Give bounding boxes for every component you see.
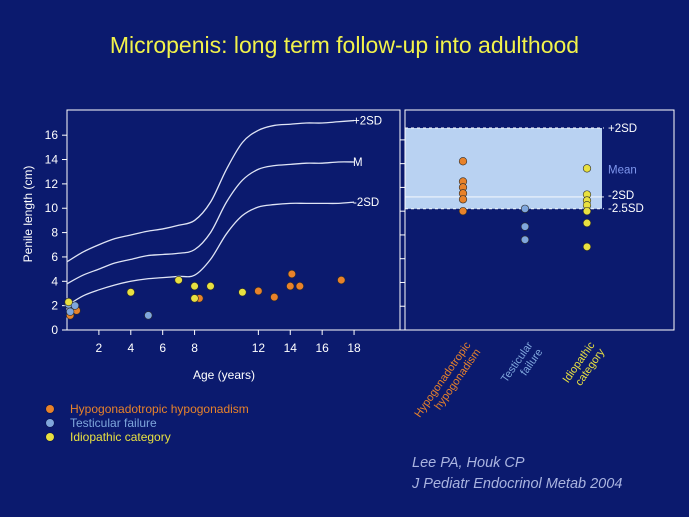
data-point-idiopathic xyxy=(174,275,183,285)
legend-marker-blue xyxy=(46,419,54,427)
legend-marker-orange xyxy=(46,405,54,413)
legend-label: Hypogonadotropic hypogonadism xyxy=(70,402,249,416)
data-point-hypogonadotropic xyxy=(286,282,295,291)
slide-title: Micropenis: long term follow-up into adu… xyxy=(109,32,580,58)
x-tick-label: 2 xyxy=(96,341,103,355)
x-tick-label: 4 xyxy=(127,341,134,355)
y-tick-label: 6 xyxy=(51,250,58,264)
reference-line-label: -2SD xyxy=(608,190,634,202)
data-point-idiopathic xyxy=(190,294,199,303)
data-point-idiopathic xyxy=(238,288,247,297)
x-tick-label: 12 xyxy=(252,341,266,355)
legend: Hypogonadotropic hypogonadism Testicular… xyxy=(46,402,249,444)
data-point-hypogonadotropic xyxy=(295,282,304,291)
y-tick-label: 10 xyxy=(45,201,59,215)
curve-label: +2SD xyxy=(353,116,382,128)
y-tick-label: 14 xyxy=(45,153,59,167)
citation-authors: Lee PA, Houk CP xyxy=(412,455,525,471)
normal-range-band xyxy=(405,128,602,209)
x-tick-label: 6 xyxy=(159,341,166,355)
data-point-testicular xyxy=(144,311,153,320)
curve-label: -2SD xyxy=(353,197,379,209)
data-point-hypogonadotropic xyxy=(287,269,296,279)
y-tick-label: 2 xyxy=(51,299,58,313)
reference-line-label: +2SD xyxy=(608,123,637,135)
data-point-testicular xyxy=(70,301,80,310)
y-tick-label: 8 xyxy=(51,226,58,240)
data-point-testicular xyxy=(520,222,530,231)
y-tick-label: 12 xyxy=(45,177,59,191)
reference-curve xyxy=(66,201,355,307)
legend-label: Idiopathic category xyxy=(70,430,171,444)
citation: Lee PA, Houk CP J Pediatr Endocrinol Met… xyxy=(412,453,622,495)
y-tick-label: 16 xyxy=(45,128,59,142)
x-tick-label: 8 xyxy=(191,341,198,355)
data-point-hypogonadotropic xyxy=(337,275,346,285)
data-point-hypogonadotropic xyxy=(458,157,468,166)
y-tick-label: 4 xyxy=(51,274,58,288)
data-point-hypogonadotropic xyxy=(270,293,279,302)
reference-line-label: -2.5SD xyxy=(608,203,644,215)
data-point-idiopathic xyxy=(582,207,592,216)
data-point-testicular xyxy=(66,307,75,316)
data-point-testicular xyxy=(520,204,530,213)
citation-journal: J Pediatr Endocrinol Metab 2004 xyxy=(412,476,623,492)
x-tick-label: 16 xyxy=(315,341,329,355)
legend-label: Testicular failure xyxy=(70,416,157,430)
legend-marker-yellow xyxy=(46,433,54,441)
reference-curve xyxy=(66,119,355,263)
legend-item-hypogonadotropic: Hypogonadotropic hypogonadism xyxy=(46,402,249,416)
legend-item-testicular: Testicular failure xyxy=(46,416,249,430)
left-plot-frame xyxy=(66,109,401,331)
right-plot-frame xyxy=(404,109,675,331)
reference-curve xyxy=(66,161,355,285)
reference-line-label: Mean xyxy=(608,164,637,176)
data-point-hypogonadotropic xyxy=(458,195,468,204)
data-point-idiopathic xyxy=(126,288,135,297)
data-point-hypogonadotropic xyxy=(254,286,263,296)
x-axis-label: Age (years) xyxy=(193,368,255,382)
curve-label: M xyxy=(353,157,363,169)
data-point-hypogonadotropic xyxy=(458,207,468,216)
data-point-idiopathic xyxy=(206,282,215,291)
data-point-idiopathic xyxy=(582,164,592,173)
data-point-idiopathic xyxy=(64,297,73,307)
x-tick-label: 18 xyxy=(347,341,361,355)
data-point-testicular xyxy=(520,235,530,244)
data-point-idiopathic xyxy=(190,282,199,291)
category-label: Hypogonadotropichypogonadism xyxy=(412,339,483,426)
legend-item-idiopathic: Idiopathic category xyxy=(46,430,249,444)
y-tick-label: 0 xyxy=(51,323,58,337)
y-axis-label: Penile length (cm) xyxy=(21,166,35,263)
category-label: Idiopathiccategory xyxy=(561,339,608,392)
x-tick-label: 14 xyxy=(284,341,298,355)
category-label: Testicularfailure xyxy=(499,340,546,392)
data-point-idiopathic xyxy=(582,242,592,251)
data-point-idiopathic xyxy=(582,218,592,228)
